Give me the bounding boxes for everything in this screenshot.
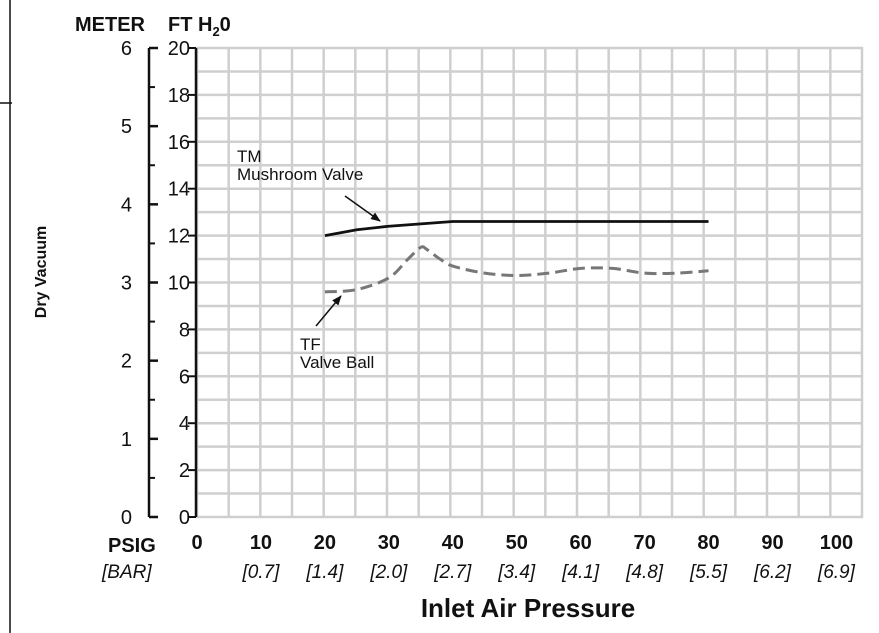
meter-tick-label: 0 bbox=[121, 507, 132, 529]
tm-mushroom-valve-line bbox=[324, 220, 709, 237]
x-axis-title: Inlet Air Pressure bbox=[421, 593, 635, 623]
ft-h2o-unit-text: FT H bbox=[168, 14, 212, 36]
meter-tick-label: 4 bbox=[121, 194, 132, 216]
x-tick-label: 40 bbox=[442, 532, 464, 554]
tm-label-line: TM bbox=[237, 147, 262, 166]
ft-tick-label: 8 bbox=[179, 319, 190, 341]
x-tick-label: 70 bbox=[633, 532, 655, 554]
x-tick-label: 60 bbox=[570, 532, 592, 554]
ft-tick-label: 12 bbox=[168, 226, 190, 248]
ft-h2o-unit-subscript: 2 bbox=[212, 24, 219, 39]
x-tick-label: 10 bbox=[250, 532, 272, 554]
ft-tick-label: 6 bbox=[179, 366, 190, 388]
x-tick-label: 50 bbox=[506, 532, 528, 554]
x-bar-tick-label: [4.8] bbox=[625, 562, 664, 583]
tf-valve-ball-line bbox=[324, 245, 709, 294]
tf-label-arrow bbox=[315, 295, 342, 327]
ft-tick-label: 10 bbox=[168, 273, 190, 295]
x-unit-bar-label: [BAR] bbox=[101, 562, 152, 583]
x-bar-tick-label: [4.1] bbox=[561, 562, 600, 583]
x-unit-psig-label: PSIG bbox=[108, 535, 156, 557]
grid bbox=[195, 46, 864, 519]
ft-tick-label: 16 bbox=[168, 132, 190, 154]
x-tick-label: 80 bbox=[697, 532, 719, 554]
x-bar-tick-label: [0.7] bbox=[241, 562, 280, 583]
x-tick-label: 30 bbox=[378, 532, 400, 554]
ft-tick-label: 2 bbox=[179, 460, 190, 482]
ft-h2o-unit-label: FT H20 bbox=[168, 14, 231, 39]
meter-tick-label: 6 bbox=[121, 38, 132, 60]
x-bar-tick-label: [2.7] bbox=[433, 562, 472, 583]
series-group bbox=[324, 220, 709, 294]
ft-tick-label: 0 bbox=[179, 507, 190, 529]
ft-tick-label: 14 bbox=[168, 179, 190, 201]
meter-unit-label: METER bbox=[75, 14, 146, 36]
meter-tick-label: 3 bbox=[121, 273, 132, 295]
x-axis: 0 10 [0.7] 20 [1.4] 30 [2.0] 40 [2.7] 50 [3.4] 60 [4… bbox=[191, 532, 855, 583]
x-tick-label: 0 bbox=[191, 532, 202, 554]
x-bar-tick-label: [6.2] bbox=[753, 562, 792, 583]
x-bar-tick-label: [1.4] bbox=[305, 562, 344, 583]
x-bar-tick-label: [2.0] bbox=[369, 562, 408, 583]
x-bar-tick-label: [3.4] bbox=[497, 562, 536, 583]
meter-tick-label: 5 bbox=[121, 116, 132, 138]
ft-tick-label: 18 bbox=[168, 85, 190, 107]
tf-label-line: TF bbox=[300, 335, 321, 354]
tf-label-line: Valve Ball bbox=[300, 353, 374, 372]
x-tick-label: 20 bbox=[314, 532, 336, 554]
meter-tick-label: 1 bbox=[121, 429, 132, 451]
tm-label-arrow bbox=[344, 195, 381, 222]
y-axis-title: Dry Vacuum bbox=[33, 226, 50, 318]
meter-tick-label: 2 bbox=[121, 351, 132, 373]
ft-tick-label: 20 bbox=[168, 38, 190, 60]
x-tick-label: 90 bbox=[761, 532, 783, 554]
x-tick-label: 100 bbox=[820, 532, 853, 554]
ft-tick-label: 4 bbox=[179, 413, 190, 435]
x-bar-tick-label: [6.9] bbox=[817, 562, 856, 583]
ft-h2o-unit-tail: 0 bbox=[220, 14, 231, 36]
x-bar-tick-label: [5.5] bbox=[689, 562, 728, 583]
tm-label-line: Mushroom Valve bbox=[237, 165, 363, 184]
